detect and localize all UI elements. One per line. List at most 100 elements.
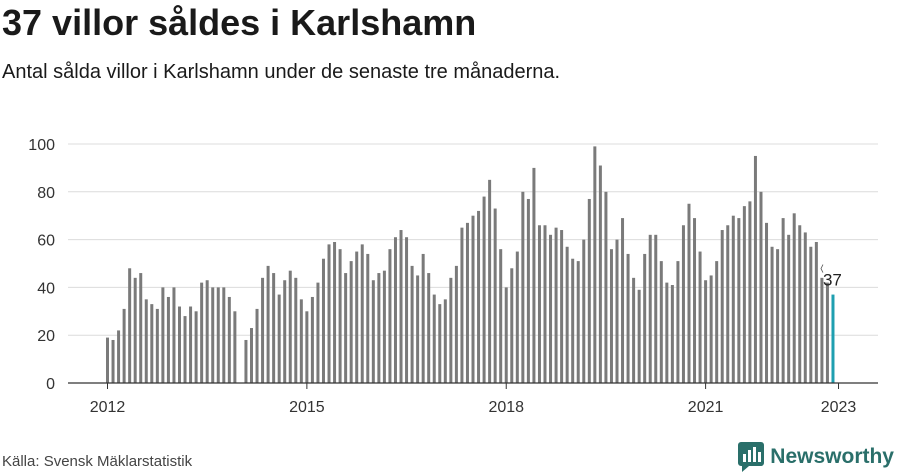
bar xyxy=(510,268,514,383)
bar xyxy=(177,306,181,383)
bar xyxy=(554,227,558,383)
bar xyxy=(803,232,807,383)
bar xyxy=(737,218,741,383)
bar xyxy=(565,246,569,383)
bar xyxy=(211,287,215,383)
bar xyxy=(316,282,320,383)
bar xyxy=(321,258,325,383)
bar xyxy=(166,296,170,383)
bar xyxy=(659,261,663,383)
bar xyxy=(665,282,669,383)
bar xyxy=(787,234,791,383)
bar xyxy=(643,253,647,383)
bar xyxy=(355,251,359,383)
x-tick-label: 2018 xyxy=(488,399,524,416)
bar xyxy=(261,277,265,383)
x-tick-label: 2012 xyxy=(90,399,126,416)
bar xyxy=(798,225,802,383)
bar xyxy=(244,339,248,383)
x-tick-label: 2021 xyxy=(688,399,724,416)
bar xyxy=(277,294,281,383)
bar xyxy=(266,265,270,383)
bar xyxy=(753,155,757,383)
bar xyxy=(272,273,276,383)
bar xyxy=(776,249,780,383)
bar xyxy=(438,304,442,383)
bar xyxy=(765,222,769,383)
bar xyxy=(560,230,564,383)
bar xyxy=(792,213,796,383)
bar xyxy=(609,249,613,383)
bar xyxy=(571,258,575,383)
y-tick-label: 80 xyxy=(37,185,55,202)
newsworthy-logo-icon xyxy=(738,442,765,472)
bar xyxy=(648,234,652,383)
bar xyxy=(781,218,785,383)
bar xyxy=(704,280,708,383)
bar xyxy=(205,280,209,383)
bar xyxy=(410,265,414,383)
bar xyxy=(593,146,597,383)
bar xyxy=(288,270,292,383)
bar xyxy=(532,167,536,383)
bar xyxy=(393,237,397,383)
bar xyxy=(133,277,137,383)
bar xyxy=(139,273,143,383)
bar xyxy=(405,237,409,383)
bar xyxy=(371,280,375,383)
bar xyxy=(432,294,436,383)
x-tick-label: 2015 xyxy=(289,399,325,416)
bar xyxy=(427,273,431,383)
bar xyxy=(416,275,420,383)
bar xyxy=(543,225,547,383)
bar xyxy=(720,230,724,383)
bar xyxy=(454,265,458,383)
bar xyxy=(460,227,464,383)
bar xyxy=(255,308,259,383)
source-note: Källa: Svensk Mäklarstatistik xyxy=(2,453,193,470)
bar xyxy=(621,218,625,383)
bar xyxy=(349,261,353,383)
bar xyxy=(117,330,121,383)
bar-chart: 0 20 40 60 80 100 2012 2015 2018 2021 2023 37 xyxy=(28,137,878,416)
bar xyxy=(366,253,370,383)
bar xyxy=(626,253,630,383)
bar xyxy=(759,191,763,383)
bar xyxy=(344,273,348,383)
bar xyxy=(294,277,298,383)
bar xyxy=(709,275,713,383)
bar xyxy=(144,299,148,383)
bar xyxy=(742,206,746,383)
bar xyxy=(654,234,658,383)
bar xyxy=(305,311,309,383)
bar xyxy=(499,249,503,383)
bar xyxy=(233,311,237,383)
bar xyxy=(670,285,674,383)
bar xyxy=(360,244,364,383)
bar xyxy=(587,198,591,383)
highlight-value-label: 37 xyxy=(823,271,842,290)
bar xyxy=(676,261,680,383)
bar xyxy=(421,253,425,383)
y-tick-label: 100 xyxy=(28,137,55,154)
bar xyxy=(693,218,697,383)
bar xyxy=(122,308,126,383)
bar xyxy=(515,251,519,383)
bar xyxy=(809,246,813,383)
bar xyxy=(471,215,475,383)
bar xyxy=(443,299,447,383)
bar xyxy=(333,241,337,383)
bar xyxy=(493,208,497,383)
page-title: 37 villor såldes i Karlshamn xyxy=(2,2,477,43)
bar xyxy=(549,234,553,383)
bar xyxy=(731,215,735,383)
bar xyxy=(194,311,198,383)
bar xyxy=(249,328,253,383)
bar xyxy=(111,339,115,383)
bar xyxy=(598,165,602,383)
bar xyxy=(310,296,314,383)
bar xyxy=(615,239,619,383)
bar xyxy=(338,249,342,383)
bar xyxy=(814,241,818,383)
bar xyxy=(327,244,331,383)
